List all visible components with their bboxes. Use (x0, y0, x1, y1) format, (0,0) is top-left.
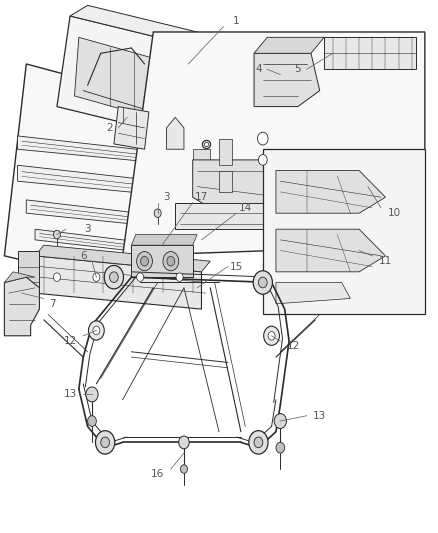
Polygon shape (276, 171, 385, 213)
Polygon shape (131, 235, 197, 245)
Polygon shape (35, 245, 210, 272)
Polygon shape (57, 16, 201, 139)
Polygon shape (193, 149, 210, 171)
Circle shape (180, 465, 187, 473)
Circle shape (258, 132, 268, 145)
Polygon shape (18, 251, 39, 298)
Text: 12: 12 (64, 336, 77, 346)
Circle shape (95, 431, 115, 454)
Circle shape (268, 332, 275, 340)
Circle shape (274, 414, 286, 429)
Text: 13: 13 (313, 411, 326, 421)
Text: 17: 17 (195, 192, 208, 202)
Polygon shape (188, 37, 219, 139)
Polygon shape (35, 229, 175, 256)
Polygon shape (4, 272, 35, 282)
Polygon shape (74, 37, 193, 128)
Text: 13: 13 (64, 390, 77, 399)
Polygon shape (276, 282, 350, 304)
Polygon shape (4, 64, 206, 298)
Text: 3: 3 (163, 192, 170, 202)
Circle shape (276, 442, 285, 453)
Circle shape (154, 209, 161, 217)
Text: 1: 1 (233, 17, 240, 26)
Polygon shape (219, 139, 232, 165)
Circle shape (53, 273, 60, 281)
Text: 15: 15 (230, 262, 243, 271)
Text: 2: 2 (106, 123, 113, 133)
Circle shape (249, 431, 268, 454)
Polygon shape (175, 203, 394, 229)
Circle shape (86, 387, 98, 402)
Circle shape (253, 271, 272, 294)
Polygon shape (219, 171, 232, 192)
Text: 7: 7 (49, 299, 56, 309)
Polygon shape (123, 32, 425, 256)
Circle shape (258, 277, 267, 288)
Polygon shape (166, 117, 184, 149)
Circle shape (163, 252, 179, 271)
Text: 11: 11 (379, 256, 392, 266)
Text: 10: 10 (388, 208, 401, 218)
Polygon shape (114, 107, 149, 149)
Circle shape (179, 436, 189, 449)
Text: 14: 14 (239, 203, 252, 213)
Polygon shape (70, 5, 219, 48)
Circle shape (104, 265, 124, 289)
Circle shape (110, 272, 118, 282)
Polygon shape (324, 37, 416, 69)
Circle shape (167, 256, 175, 266)
Text: 12: 12 (287, 342, 300, 351)
Polygon shape (26, 200, 184, 229)
Text: 3: 3 (84, 224, 91, 234)
Circle shape (141, 256, 148, 266)
Text: 4: 4 (255, 64, 262, 74)
Polygon shape (44, 256, 166, 277)
Circle shape (176, 273, 183, 281)
Polygon shape (35, 256, 201, 309)
Circle shape (137, 273, 144, 281)
Circle shape (88, 321, 104, 340)
Polygon shape (4, 277, 39, 336)
Polygon shape (254, 53, 320, 107)
Polygon shape (276, 229, 385, 272)
Circle shape (88, 416, 96, 426)
Polygon shape (193, 160, 285, 213)
Polygon shape (18, 136, 184, 165)
Polygon shape (131, 245, 193, 277)
Text: 5: 5 (294, 64, 301, 74)
Polygon shape (254, 37, 324, 53)
Circle shape (137, 252, 152, 271)
Circle shape (264, 326, 279, 345)
Circle shape (101, 437, 110, 448)
Polygon shape (18, 165, 184, 197)
Polygon shape (263, 149, 425, 314)
Circle shape (93, 273, 100, 281)
Text: 6: 6 (80, 251, 87, 261)
Circle shape (93, 326, 100, 335)
Text: 16: 16 (151, 470, 164, 479)
Circle shape (53, 230, 60, 239)
Circle shape (258, 155, 267, 165)
Circle shape (254, 437, 263, 448)
